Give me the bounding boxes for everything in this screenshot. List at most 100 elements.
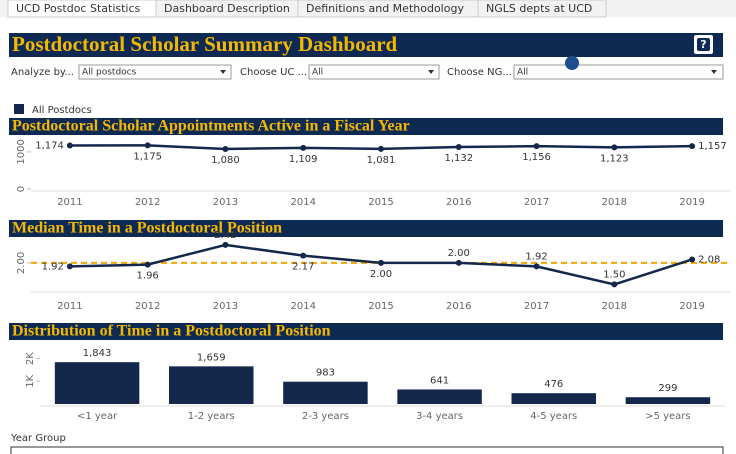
data-label: 1,659 xyxy=(197,352,226,363)
data-label: 983 xyxy=(316,368,335,379)
y-tick-label: 2K xyxy=(25,352,36,365)
data-label: 1,175 xyxy=(133,151,162,162)
data-label: 1,157 xyxy=(698,141,727,152)
tab[interactable]: UCD Postdoc Statistics xyxy=(16,2,141,15)
x-tick-label: 1-2 years xyxy=(188,411,235,422)
filter-label: Analyze by... xyxy=(11,67,74,78)
year-group-box[interactable] xyxy=(10,446,724,454)
point xyxy=(144,261,151,268)
dropdown-arrow[interactable] xyxy=(220,70,226,74)
y-tick-label: 2.00 xyxy=(16,252,27,274)
section-title: Median Time in a Postdoctoral Position xyxy=(12,220,282,237)
x-tick-label: 2016 xyxy=(446,301,471,312)
point xyxy=(611,281,618,288)
x-tick-label: 2019 xyxy=(679,197,704,208)
footer-label: Year Group xyxy=(10,433,66,444)
dropdown[interactable] xyxy=(308,64,440,80)
dropdown[interactable] xyxy=(513,64,724,80)
data-label: 2.00 xyxy=(370,269,392,280)
tab[interactable]: Dashboard Description xyxy=(164,2,290,15)
tab[interactable] xyxy=(477,0,607,18)
x-tick-label: 2011 xyxy=(57,197,82,208)
bar xyxy=(511,393,596,404)
data-label: 1.50 xyxy=(603,269,625,280)
x-tick-label: 2014 xyxy=(290,197,315,208)
section-bar xyxy=(9,323,723,340)
point xyxy=(378,259,384,266)
data-label: 1,156 xyxy=(522,152,551,163)
dropdown-value[interactable]: All xyxy=(517,68,528,78)
x-tick-label: 2012 xyxy=(135,197,160,208)
bar xyxy=(283,381,368,404)
y-tick-label: 0 xyxy=(16,186,27,192)
point xyxy=(455,144,462,151)
legend-swatch xyxy=(14,104,24,114)
tab[interactable]: Definitions and Methodology xyxy=(306,2,464,15)
y-tick-label: 1000 xyxy=(16,139,27,164)
data-label: 1,174 xyxy=(35,140,64,151)
x-tick-label: >5 years xyxy=(645,411,690,422)
x-tick-label: 2014 xyxy=(290,301,315,312)
section-title: Distribution of Time in a Postdoctoral P… xyxy=(12,323,331,340)
dropdown-value[interactable]: All postdocs xyxy=(82,68,137,78)
x-tick-label: 2016 xyxy=(446,197,471,208)
dropdown-value[interactable]: All xyxy=(312,68,323,78)
x-tick-label: 2-3 years xyxy=(302,411,349,422)
x-tick-label: 2019 xyxy=(679,301,704,312)
dropdown[interactable] xyxy=(78,64,232,80)
data-label: 2.17 xyxy=(292,262,314,273)
point xyxy=(689,256,696,263)
info-icon[interactable] xyxy=(565,56,579,70)
help-text[interactable]: ? xyxy=(700,38,706,51)
data-label: 1.96 xyxy=(137,271,159,282)
point xyxy=(611,144,618,151)
x-tick-label: 2018 xyxy=(602,197,627,208)
x-tick-label: 3-4 years xyxy=(416,411,463,422)
data-label: 1,123 xyxy=(600,153,629,164)
data-label: 2.42 xyxy=(214,230,236,241)
title-bar xyxy=(9,33,723,57)
data-label: 1,109 xyxy=(289,154,318,165)
help-icon[interactable] xyxy=(697,38,710,51)
section-bar xyxy=(9,220,723,237)
bar xyxy=(625,397,711,404)
legend-label: All Postdocs xyxy=(32,105,92,116)
x-tick-label: 2013 xyxy=(213,301,238,312)
x-tick-label: 2015 xyxy=(368,197,393,208)
x-tick-label: 2013 xyxy=(213,197,238,208)
x-tick-label: 2015 xyxy=(368,301,393,312)
point xyxy=(378,145,384,152)
point xyxy=(300,252,307,259)
section-bar xyxy=(9,118,723,135)
data-label: 2.08 xyxy=(698,254,720,265)
data-label: 1,132 xyxy=(444,153,473,164)
point xyxy=(66,142,73,149)
data-label: 476 xyxy=(544,379,563,390)
filter-label: Choose UC ... xyxy=(240,67,307,78)
point xyxy=(689,143,696,150)
section-title: Postdoctoral Scholar Appointments Active… xyxy=(12,118,410,135)
point xyxy=(300,144,307,151)
x-tick-label: 2012 xyxy=(135,301,160,312)
dropdown-arrow[interactable] xyxy=(711,70,717,74)
dropdown-arrow[interactable] xyxy=(428,70,434,74)
tab[interactable]: NGLS depts at UCD xyxy=(486,2,592,15)
point xyxy=(222,145,229,152)
point xyxy=(455,259,462,266)
bar xyxy=(397,389,482,404)
data-label: 641 xyxy=(430,375,449,386)
bar xyxy=(54,362,140,404)
x-tick-label: 2011 xyxy=(57,301,82,312)
x-tick-label: 4-5 years xyxy=(530,411,577,422)
point xyxy=(66,263,73,270)
x-tick-label: 2018 xyxy=(602,301,627,312)
data-label: 1.92 xyxy=(525,251,547,262)
y-tick-label: 1K xyxy=(25,374,36,387)
filter-label: Choose NG... xyxy=(447,67,512,78)
point xyxy=(222,241,229,248)
point xyxy=(533,263,540,270)
data-label: 2.00 xyxy=(448,248,470,259)
data-label: 1,081 xyxy=(367,155,396,166)
point xyxy=(533,143,540,150)
data-label: 1,080 xyxy=(211,155,240,166)
